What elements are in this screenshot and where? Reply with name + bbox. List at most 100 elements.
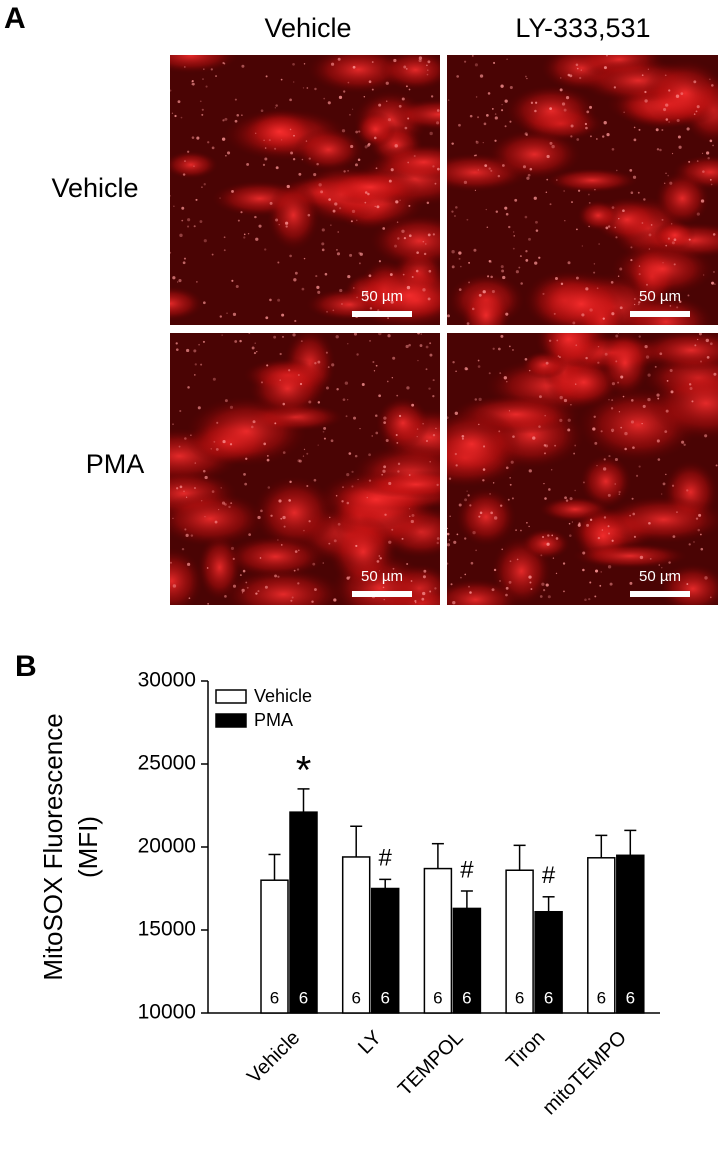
speckle <box>488 259 491 263</box>
cell <box>600 333 650 397</box>
speckle <box>427 297 431 301</box>
speckle <box>464 367 468 371</box>
speckle <box>631 497 634 500</box>
speckle <box>207 141 210 144</box>
speckle <box>538 256 541 259</box>
speckle <box>408 88 411 91</box>
speckle <box>350 220 353 223</box>
speckle <box>471 307 475 311</box>
speckle <box>359 428 361 430</box>
speckle <box>644 345 648 349</box>
speckle <box>325 386 329 390</box>
y-axis-label: (MFI) <box>73 816 103 878</box>
speckle <box>593 263 596 265</box>
speckle <box>535 101 538 104</box>
speckle <box>183 490 185 493</box>
speckle <box>571 201 573 203</box>
speckle <box>288 369 291 372</box>
speckle <box>181 547 185 551</box>
speckle <box>695 110 698 113</box>
speckle <box>450 583 453 586</box>
speckle <box>597 361 600 364</box>
speckle <box>172 276 176 280</box>
scale-bar <box>630 311 690 317</box>
speckle <box>524 132 528 136</box>
speckle <box>342 398 346 401</box>
speckle <box>456 75 460 78</box>
speckle <box>387 334 391 338</box>
speckle <box>408 205 410 207</box>
speckle <box>237 219 240 222</box>
speckle <box>594 188 596 191</box>
speckle <box>381 473 384 476</box>
speckle <box>553 312 556 315</box>
speckle <box>202 340 205 343</box>
speckle <box>582 568 585 572</box>
speckle <box>337 522 341 526</box>
speckle <box>187 218 191 222</box>
speckle <box>383 421 387 424</box>
speckle <box>248 533 251 536</box>
y-tick-label: 30000 <box>138 669 196 692</box>
speckle <box>425 368 428 371</box>
speckle <box>297 549 300 552</box>
speckle <box>534 109 537 113</box>
cell <box>170 491 265 547</box>
speckle <box>364 296 367 299</box>
speckle <box>194 374 196 376</box>
speckle <box>611 399 614 402</box>
speckle <box>274 107 276 109</box>
speckle <box>466 322 470 325</box>
speckle <box>451 210 454 213</box>
speckle <box>515 529 517 532</box>
speckle <box>693 113 696 115</box>
speckle <box>482 141 484 144</box>
speckle <box>669 305 672 307</box>
speckle <box>341 129 346 133</box>
significance-marker: * <box>296 748 312 792</box>
speckle <box>345 415 348 418</box>
speckle <box>416 251 419 254</box>
speckle <box>472 531 476 535</box>
speckle <box>595 569 599 573</box>
speckle <box>505 586 509 590</box>
speckle <box>190 434 192 436</box>
speckle <box>573 452 576 455</box>
speckle <box>215 75 217 77</box>
speckle <box>610 281 614 284</box>
speckle <box>479 74 484 78</box>
speckle <box>501 109 504 112</box>
speckle <box>387 118 392 122</box>
speckle <box>202 469 206 473</box>
speckle <box>662 262 664 264</box>
speckle <box>364 145 368 149</box>
speckle <box>386 380 389 383</box>
speckle <box>576 67 579 70</box>
speckle <box>630 420 635 424</box>
speckle <box>323 437 326 440</box>
speckle <box>661 493 663 495</box>
speckle <box>548 339 552 343</box>
speckle <box>575 344 578 347</box>
speckle <box>336 252 341 256</box>
speckle <box>336 388 339 391</box>
speckle <box>502 164 505 167</box>
speckle <box>577 523 581 527</box>
speckle <box>506 58 508 60</box>
speckle <box>619 306 623 310</box>
speckle <box>486 226 489 229</box>
speckle <box>475 96 478 98</box>
speckle <box>570 404 572 406</box>
speckle <box>397 237 400 240</box>
speckle <box>454 215 456 217</box>
speckle <box>435 427 437 430</box>
speckle <box>298 459 302 463</box>
speckle <box>675 295 677 298</box>
speckle <box>294 550 298 553</box>
speckle <box>417 333 420 335</box>
speckle <box>257 515 261 520</box>
speckle <box>221 137 226 141</box>
speckle <box>333 598 337 602</box>
speckle <box>505 212 509 216</box>
speckle <box>308 520 311 523</box>
